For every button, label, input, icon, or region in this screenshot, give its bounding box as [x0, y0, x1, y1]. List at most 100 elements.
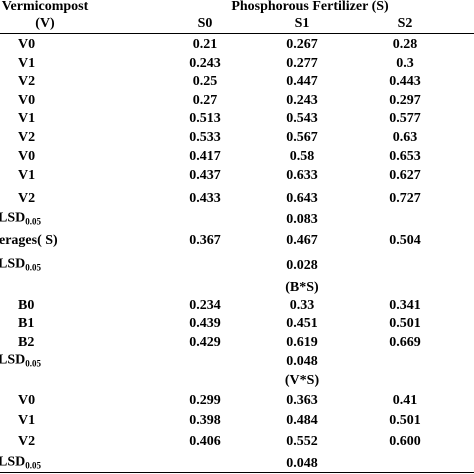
- cell: 0.297: [389, 93, 421, 108]
- cell: 0.267: [286, 37, 318, 52]
- row-label: LSD0.05: [0, 211, 41, 230]
- cell: 0.484: [286, 413, 318, 428]
- row-label: V0: [18, 393, 35, 409]
- row-label-sub: 0.05: [25, 358, 41, 369]
- cell: 0.417: [189, 149, 221, 164]
- cell: 0.58: [289, 149, 315, 164]
- row-label: B1: [18, 316, 34, 332]
- cell: 0.33: [289, 298, 315, 313]
- cell: 0.028: [286, 258, 318, 273]
- cell: 0.341: [389, 298, 421, 313]
- cell: 0.363: [286, 393, 318, 408]
- cell: 0.048: [286, 456, 318, 471]
- cell: 0.513: [189, 111, 221, 126]
- cell: 0.083: [286, 212, 318, 227]
- row-label-text: LSD: [0, 210, 26, 226]
- row-label: LSD0.05: [0, 455, 41, 474]
- bottom-rule: [0, 472, 474, 473]
- row-label: V2: [18, 191, 35, 207]
- cell: 0.28: [392, 37, 418, 52]
- group-header: Phosphorous Fertilizer (S): [231, 0, 389, 14]
- row-label-text: LSD: [0, 256, 26, 272]
- row-label: V2: [18, 434, 35, 450]
- row-label-text: V1: [18, 111, 36, 126]
- row-label: V0: [18, 149, 35, 165]
- column-header: S2: [397, 16, 413, 31]
- row-label: LSD0.05: [0, 353, 41, 372]
- cell: 0.451: [286, 316, 318, 331]
- row-label: V1: [18, 56, 35, 72]
- row-label-text: V0: [18, 393, 36, 408]
- cell: 0.63: [392, 130, 418, 145]
- row-label-text: V0: [18, 93, 36, 108]
- cell: 0.406: [189, 434, 221, 449]
- row-label-text: V1: [18, 168, 36, 183]
- cell: 0.504: [389, 233, 421, 248]
- row-label: V2: [18, 74, 35, 90]
- row-label-text: B0: [18, 298, 35, 313]
- row-label-text: V2: [18, 74, 36, 89]
- cell: 0.543: [286, 111, 318, 126]
- header-rule: [0, 33, 474, 34]
- cell: 0.433: [189, 191, 221, 206]
- cell: 0.633: [286, 168, 318, 183]
- cell: 0.600: [389, 434, 421, 449]
- row-label: B2: [18, 335, 34, 351]
- row-label: V1: [18, 413, 35, 429]
- cell: 0.048: [286, 354, 318, 369]
- row-label-text: V2: [18, 130, 36, 145]
- cell: (B*S): [285, 280, 319, 295]
- cell: 0.552: [286, 434, 318, 449]
- cell: 0.25: [192, 74, 218, 89]
- row-label-sub: 0.05: [25, 460, 41, 471]
- column-header: S0: [197, 16, 213, 31]
- row-label-text: V1: [18, 56, 36, 71]
- row-label: V0: [18, 37, 35, 53]
- row-label: erages( S): [0, 233, 58, 249]
- cell: 0.41: [392, 393, 418, 408]
- row-header-sub: (V): [35, 16, 55, 31]
- row-label-sub: 0.05: [25, 262, 41, 273]
- cell: 0.437: [189, 168, 221, 183]
- cell: 0.619: [286, 335, 318, 350]
- row-label: V0: [18, 93, 35, 109]
- cell: 0.299: [189, 393, 221, 408]
- cell: 0.577: [389, 111, 421, 126]
- cell: 0.501: [389, 413, 421, 428]
- cell: 0.439: [189, 316, 221, 331]
- cell: 0.3: [396, 56, 414, 71]
- cell: 0.727: [389, 191, 421, 206]
- row-label-text: LSD: [0, 454, 26, 470]
- cell: 0.429: [189, 335, 221, 350]
- cell: 0.234: [189, 298, 221, 313]
- row-label-text: B1: [18, 316, 35, 331]
- row-label: V2: [18, 130, 35, 146]
- cell: 0.533: [189, 130, 221, 145]
- cell: 0.501: [389, 316, 421, 331]
- row-label-sub: 0.05: [25, 216, 41, 227]
- row-label-text: V1: [18, 413, 36, 428]
- cell: 0.643: [286, 191, 318, 206]
- row-label-text: V2: [18, 434, 36, 449]
- row-label-text: LSD: [0, 352, 26, 368]
- row-label: V1: [18, 111, 35, 127]
- row-label-text: V2: [18, 191, 36, 206]
- row-label-text: B2: [18, 335, 35, 350]
- cell: 0.27: [192, 93, 218, 108]
- row-label: B0: [18, 298, 34, 314]
- cell: 0.447: [286, 74, 318, 89]
- cell: 0.627: [389, 168, 421, 183]
- cell: 0.277: [286, 56, 318, 71]
- row-label-text: V0: [18, 149, 36, 164]
- cell: 0.243: [286, 93, 318, 108]
- cell: 0.669: [389, 335, 421, 350]
- cell: 0.243: [189, 56, 221, 71]
- cell: 0.367: [189, 233, 221, 248]
- row-label-text: V0: [18, 37, 36, 52]
- cell: 0.443: [389, 74, 421, 89]
- row-label-text: erages( S): [0, 233, 58, 248]
- row-label: V1: [18, 168, 35, 184]
- cell: 0.467: [286, 233, 318, 248]
- cell: 0.567: [286, 130, 318, 145]
